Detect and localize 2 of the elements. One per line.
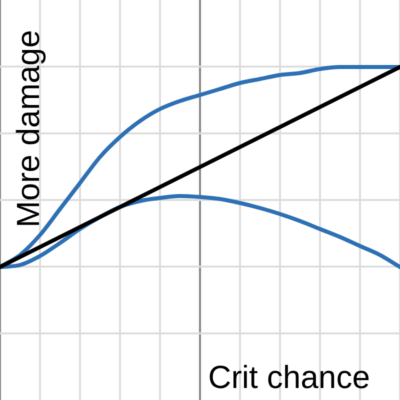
x-axis-title: Crit chance bbox=[208, 359, 370, 395]
y-axis-title: More damage bbox=[10, 30, 46, 228]
